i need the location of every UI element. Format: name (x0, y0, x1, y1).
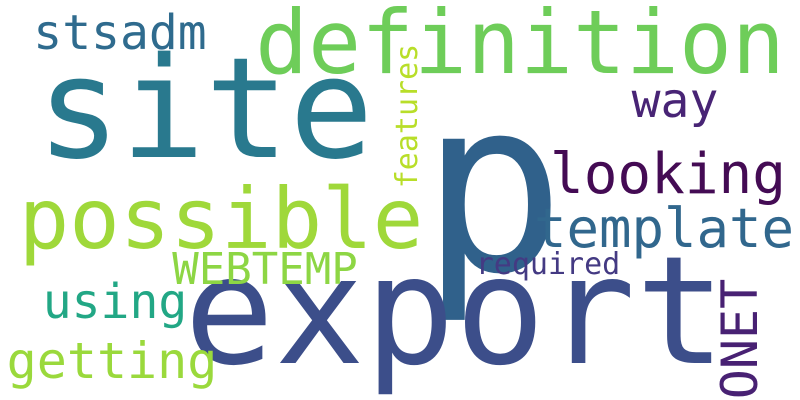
word-template: template (534, 197, 794, 260)
word-possible: possible (19, 170, 424, 268)
word-using: using (43, 274, 188, 330)
word-site: site (36, 28, 373, 191)
word-looking: looking (550, 142, 786, 207)
word-definition: definition (255, 0, 785, 94)
word-required: required (476, 247, 621, 282)
word-WEBTEMP: WEBTEMP (172, 244, 357, 295)
word-stsadm: stsadm (33, 5, 206, 61)
word-getting: getting (7, 332, 218, 390)
word-p: p (421, 47, 566, 327)
word-features: features (390, 44, 425, 189)
word-way: way (632, 73, 719, 129)
word-export: export (184, 225, 726, 399)
word-ONET: ONET (711, 279, 769, 399)
